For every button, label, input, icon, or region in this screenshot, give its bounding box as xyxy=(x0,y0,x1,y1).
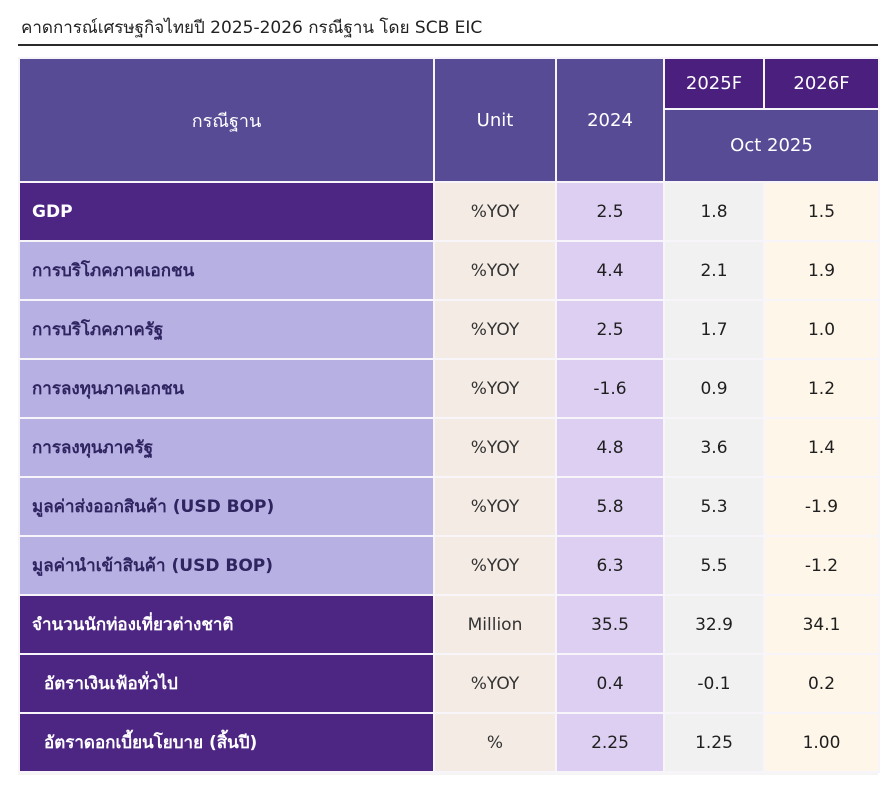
table-row: อัตราดอกเบี้ยนโยบาย (สิ้นปี) % 2.25 1.25… xyxy=(18,712,880,773)
year-2024-header: 2024 xyxy=(555,57,665,183)
row-label: GDP xyxy=(18,181,435,242)
unit-cell: %YOY xyxy=(433,181,557,242)
value-2025f: 5.3 xyxy=(663,476,765,537)
table-row: การลงทุนภาครัฐ %YOY 4.8 3.6 1.4 xyxy=(18,417,880,478)
page-title: คาดการณ์เศรษฐกิจไทยปี 2025-2026 กรณีฐาน … xyxy=(21,18,483,38)
forecast-table: กรณีฐาน Unit 2024 2025F 2026F Oct 2025 G… xyxy=(18,57,880,773)
value-2026f: 1.0 xyxy=(763,299,880,360)
value-2024: 2.25 xyxy=(555,712,665,773)
forecast-date-header: Oct 2025 xyxy=(663,108,880,183)
value-2025f: -0.1 xyxy=(663,653,765,714)
unit-cell: %YOY xyxy=(433,535,557,596)
value-2026f: -1.2 xyxy=(763,535,880,596)
table-row: จำนวนนักท่องเที่ยวต่างชาติ Million 35.5 … xyxy=(18,594,880,655)
value-2025f: 1.25 xyxy=(663,712,765,773)
value-2025f: 32.9 xyxy=(663,594,765,655)
row-label: การบริโภคภาคเอกชน xyxy=(18,240,435,301)
value-2025f: 3.6 xyxy=(663,417,765,478)
row-label: จำนวนนักท่องเที่ยวต่างชาติ xyxy=(18,594,435,655)
value-2026f: 1.4 xyxy=(763,417,880,478)
value-2024: 4.8 xyxy=(555,417,665,478)
value-2025f: 1.7 xyxy=(663,299,765,360)
value-2025f: 1.8 xyxy=(663,181,765,242)
unit-cell: %YOY xyxy=(433,476,557,537)
unit-cell: %YOY xyxy=(433,417,557,478)
table-row: การบริโภคภาคเอกชน %YOY 4.4 2.1 1.9 xyxy=(18,240,880,301)
table-row: การบริโภคภาครัฐ %YOY 2.5 1.7 1.0 xyxy=(18,299,880,360)
value-2025f: 0.9 xyxy=(663,358,765,419)
value-2024: 0.4 xyxy=(555,653,665,714)
value-2026f: 1.9 xyxy=(763,240,880,301)
unit-cell: Million xyxy=(433,594,557,655)
forecast-table-container: กรณีฐาน Unit 2024 2025F 2026F Oct 2025 G… xyxy=(18,57,880,775)
table-row: อัตราเงินเฟ้อทั่วไป %YOY 0.4 -0.1 0.2 xyxy=(18,653,880,714)
value-2025f: 2.1 xyxy=(663,240,765,301)
value-2026f: 34.1 xyxy=(763,594,880,655)
value-2024: 4.4 xyxy=(555,240,665,301)
value-2024: 2.5 xyxy=(555,181,665,242)
value-2025f: 5.5 xyxy=(663,535,765,596)
scenario-header: กรณีฐาน xyxy=(18,57,435,183)
title-underline xyxy=(18,44,878,46)
value-2026f: 1.00 xyxy=(763,712,880,773)
value-2024: 2.5 xyxy=(555,299,665,360)
year-2025f-header: 2025F xyxy=(663,57,765,110)
row-label: อัตราเงินเฟ้อทั่วไป xyxy=(18,653,435,714)
value-2024: -1.6 xyxy=(555,358,665,419)
year-2026f-header: 2026F xyxy=(763,57,880,110)
unit-header: Unit xyxy=(433,57,557,183)
value-2026f: -1.9 xyxy=(763,476,880,537)
row-label: การลงทุนภาคเอกชน xyxy=(18,358,435,419)
unit-cell: %YOY xyxy=(433,653,557,714)
unit-cell: %YOY xyxy=(433,240,557,301)
table-row: มูลค่าส่งออกสินค้า (USD BOP) %YOY 5.8 5.… xyxy=(18,476,880,537)
value-2024: 35.5 xyxy=(555,594,665,655)
value-2026f: 1.5 xyxy=(763,181,880,242)
value-2026f: 0.2 xyxy=(763,653,880,714)
row-label: มูลค่านำเข้าสินค้า (USD BOP) xyxy=(18,535,435,596)
row-label: การบริโภคภาครัฐ xyxy=(18,299,435,360)
table-row: มูลค่านำเข้าสินค้า (USD BOP) %YOY 6.3 5.… xyxy=(18,535,880,596)
value-2026f: 1.2 xyxy=(763,358,880,419)
unit-cell: %YOY xyxy=(433,358,557,419)
value-2024: 6.3 xyxy=(555,535,665,596)
unit-cell: % xyxy=(433,712,557,773)
table-row: GDP %YOY 2.5 1.8 1.5 xyxy=(18,181,880,242)
table-row: การลงทุนภาคเอกชน %YOY -1.6 0.9 1.2 xyxy=(18,358,880,419)
value-2024: 5.8 xyxy=(555,476,665,537)
row-label: อัตราดอกเบี้ยนโยบาย (สิ้นปี) xyxy=(18,712,435,773)
row-label: มูลค่าส่งออกสินค้า (USD BOP) xyxy=(18,476,435,537)
unit-cell: %YOY xyxy=(433,299,557,360)
row-label: การลงทุนภาครัฐ xyxy=(18,417,435,478)
